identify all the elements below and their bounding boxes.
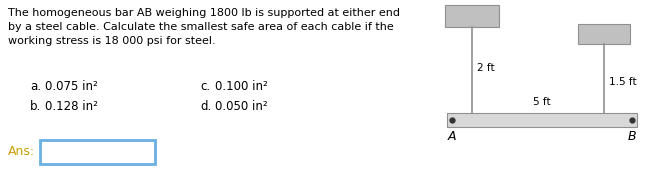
Text: A: A bbox=[448, 130, 456, 143]
Text: b.: b. bbox=[30, 100, 41, 113]
Text: 0.100 in²: 0.100 in² bbox=[215, 80, 268, 93]
Text: 0.075 in²: 0.075 in² bbox=[45, 80, 98, 93]
Bar bbox=[445, 5, 499, 27]
Bar bbox=[447, 113, 637, 127]
Text: c.: c. bbox=[200, 80, 210, 93]
Text: Ans:: Ans: bbox=[8, 145, 35, 158]
Text: a.: a. bbox=[30, 80, 41, 93]
Text: 0.050 in²: 0.050 in² bbox=[215, 100, 267, 113]
Text: The homogeneous bar AB weighing 1800 lb is supported at either end
by a steel ca: The homogeneous bar AB weighing 1800 lb … bbox=[8, 8, 400, 46]
Text: B: B bbox=[628, 130, 636, 143]
Text: 2 ft: 2 ft bbox=[477, 63, 495, 73]
Text: 0.128 in²: 0.128 in² bbox=[45, 100, 98, 113]
Text: 1.5 ft: 1.5 ft bbox=[609, 77, 636, 87]
Bar bbox=[578, 24, 630, 44]
FancyBboxPatch shape bbox=[40, 140, 155, 164]
Text: d.: d. bbox=[200, 100, 211, 113]
Text: 5 ft: 5 ft bbox=[533, 97, 551, 107]
